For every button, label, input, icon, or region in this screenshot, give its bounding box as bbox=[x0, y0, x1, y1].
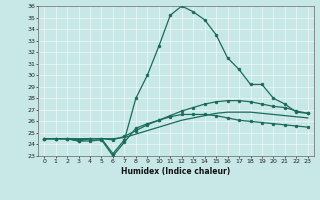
X-axis label: Humidex (Indice chaleur): Humidex (Indice chaleur) bbox=[121, 167, 231, 176]
